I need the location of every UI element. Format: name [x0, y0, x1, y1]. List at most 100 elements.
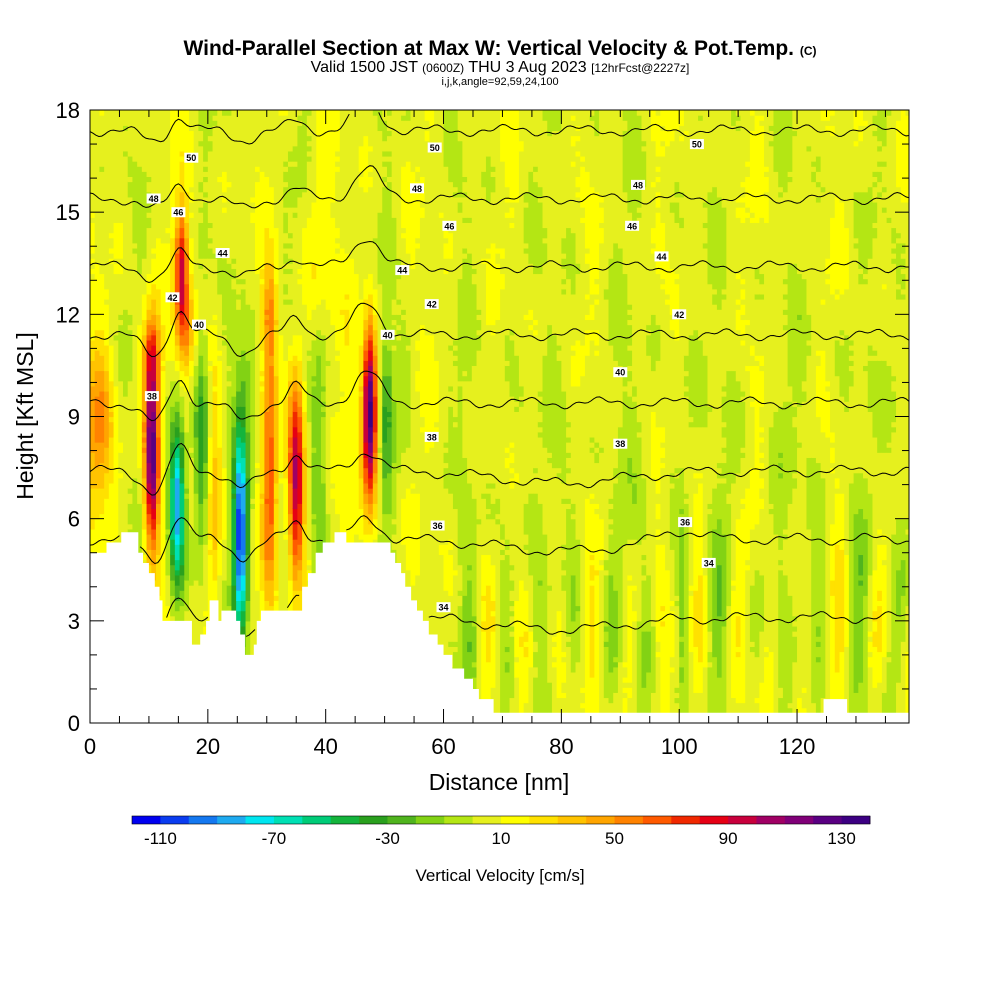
velocity-cell	[589, 452, 595, 494]
velocity-cell	[90, 268, 96, 275]
velocity-cell	[424, 130, 430, 142]
velocity-cell	[495, 498, 501, 515]
velocity-cell	[556, 360, 562, 469]
velocity-cell	[858, 682, 864, 723]
velocity-cell	[212, 319, 218, 326]
velocity-cell	[212, 253, 218, 259]
velocity-cell	[165, 467, 171, 530]
velocity-cell	[127, 523, 134, 530]
velocity-cell	[891, 421, 897, 428]
velocity-cell	[415, 237, 421, 244]
velocity-cell	[566, 452, 572, 458]
velocity-cell	[815, 646, 822, 658]
velocity-cell	[627, 350, 633, 367]
velocity-cell	[118, 258, 124, 264]
velocity-cell	[481, 263, 487, 494]
velocity-cell	[481, 186, 487, 259]
velocity-cell	[372, 355, 379, 372]
velocity-cell	[212, 258, 218, 315]
velocity-cell	[740, 278, 746, 285]
velocity-cell	[820, 477, 826, 699]
velocity-cell	[231, 488, 237, 494]
velocity-cell	[240, 513, 247, 556]
velocity-cell	[877, 533, 883, 545]
velocity-cell	[462, 457, 468, 596]
velocity-cell	[188, 273, 195, 300]
velocity-cell	[764, 171, 770, 178]
velocity-cell	[721, 396, 727, 423]
velocity-cell	[646, 355, 652, 576]
velocity-cell	[759, 682, 765, 723]
velocity-cell	[287, 447, 294, 453]
velocity-cell	[580, 155, 586, 162]
velocity-cell	[457, 380, 463, 387]
velocity-cell	[891, 242, 897, 249]
velocity-cell	[589, 585, 595, 678]
velocity-cell	[650, 314, 657, 372]
velocity-cell	[759, 452, 765, 458]
velocity-cell	[108, 421, 115, 438]
velocity-cell	[132, 242, 138, 249]
velocity-cell	[632, 396, 638, 402]
velocity-cell	[396, 304, 402, 315]
velocity-cell	[815, 181, 822, 188]
velocity-cell	[123, 309, 129, 397]
velocity-cell	[90, 253, 96, 259]
velocity-cell	[283, 360, 289, 397]
velocity-cell	[768, 145, 775, 428]
velocity-cell	[900, 258, 907, 269]
velocity-cell	[306, 355, 313, 361]
velocity-cell	[434, 421, 440, 428]
velocity-cell	[448, 344, 454, 351]
velocity-cell	[844, 110, 850, 229]
velocity-cell	[778, 559, 784, 566]
velocity-cell	[99, 115, 105, 167]
velocity-cell	[561, 110, 567, 239]
velocity-cell	[641, 574, 647, 581]
velocity-cell	[231, 288, 237, 397]
velocity-cell	[236, 447, 242, 464]
velocity-cell	[740, 222, 746, 280]
velocity-cell	[570, 293, 577, 346]
velocity-cell	[108, 344, 115, 382]
velocity-cell	[518, 110, 525, 142]
velocity-cell	[523, 201, 529, 208]
velocity-cell	[792, 620, 798, 627]
velocity-cell	[848, 482, 855, 719]
velocity-cell	[848, 365, 855, 372]
velocity-cell	[881, 145, 888, 162]
velocity-cell	[90, 217, 96, 223]
velocity-cell	[570, 503, 577, 515]
velocity-cell	[179, 467, 185, 484]
velocity-cell	[415, 493, 421, 576]
velocity-cell	[608, 533, 614, 576]
velocity-cell	[198, 130, 204, 142]
velocity-cell	[877, 452, 883, 530]
velocity-cell	[108, 247, 115, 254]
velocity-cell	[250, 508, 256, 678]
velocity-cell	[287, 533, 294, 556]
velocity-cell	[302, 227, 308, 305]
velocity-cell	[311, 385, 317, 448]
velocity-cell	[363, 442, 369, 458]
velocity-cell	[155, 314, 162, 331]
velocity-cell	[476, 518, 482, 525]
velocity-cell	[207, 549, 214, 556]
y-axis-label: Height [Kft MSL]	[12, 332, 38, 499]
velocity-cell	[311, 518, 317, 525]
velocity-cell	[306, 421, 313, 561]
velocity-cell	[297, 523, 303, 545]
velocity-cell	[679, 135, 685, 142]
velocity-cell	[113, 263, 119, 275]
velocity-cell	[801, 390, 808, 402]
velocity-cell	[613, 482, 619, 591]
velocity-cell	[217, 350, 223, 356]
velocity-cell	[627, 212, 633, 305]
velocity-cell	[702, 666, 709, 723]
velocity-cell	[434, 360, 440, 423]
velocity-cell	[886, 365, 892, 443]
x-tick-label: 20	[196, 734, 220, 759]
velocity-cell	[528, 493, 534, 576]
velocity-cell	[679, 518, 685, 637]
velocity-cell	[561, 544, 567, 550]
